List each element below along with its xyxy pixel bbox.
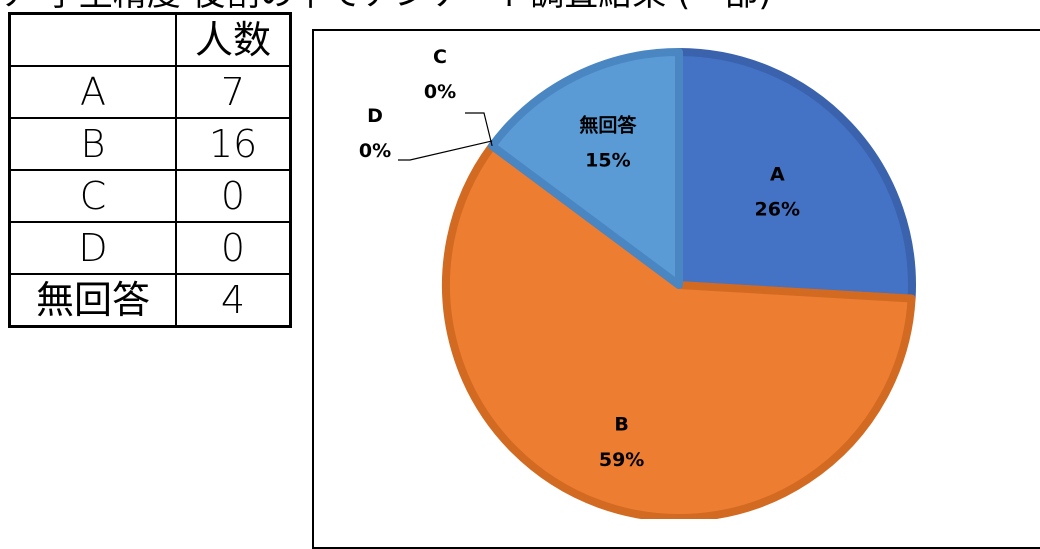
table-value-cell: 7	[175, 65, 292, 119]
pie-slice-2	[442, 141, 916, 519]
table-value-cell: 16	[175, 117, 292, 171]
table-header-cell	[8, 12, 177, 67]
leader-line-d	[398, 140, 493, 161]
table-header-cell: 人数	[175, 12, 292, 67]
table-value-cell: 0	[175, 169, 292, 223]
table-label-cell: C	[8, 169, 177, 223]
count-table: 人数 A 7 B 16 C 0 D 0 無回答 4	[8, 12, 292, 328]
table-label-cell: B	[8, 117, 177, 171]
table-label-cell: D	[8, 221, 177, 275]
table-row: D 0	[8, 221, 292, 275]
pie-slice-5	[488, 48, 683, 289]
table-row: B 16	[8, 117, 292, 171]
data-label-1: A 26%	[755, 163, 800, 220]
data-label-4: D 0%	[359, 105, 391, 162]
table-label-cell: A	[8, 65, 177, 119]
data-label-5: 無回答 15%	[579, 113, 637, 171]
data-label-2: B 59%	[599, 414, 644, 471]
table-label-cell: 無回答	[8, 273, 177, 328]
pie-slice-1	[675, 48, 917, 303]
page-top-text: ア 学生精度 役割の中でアンケート調査結果 (一部)	[0, 0, 1040, 14]
table-row: C 0	[8, 169, 292, 223]
table-row: A 7	[8, 65, 292, 119]
leader-line-c	[465, 112, 493, 147]
table-header-row: 人数	[8, 12, 292, 67]
table-row: 無回答 4	[8, 273, 292, 328]
table-value-cell: 0	[175, 221, 292, 275]
pie-chart: A 26% B 59% 無回答 15% C 0% D 0%	[359, 46, 917, 519]
data-label-3: C 0%	[424, 46, 456, 103]
table-value-cell: 4	[175, 273, 292, 328]
